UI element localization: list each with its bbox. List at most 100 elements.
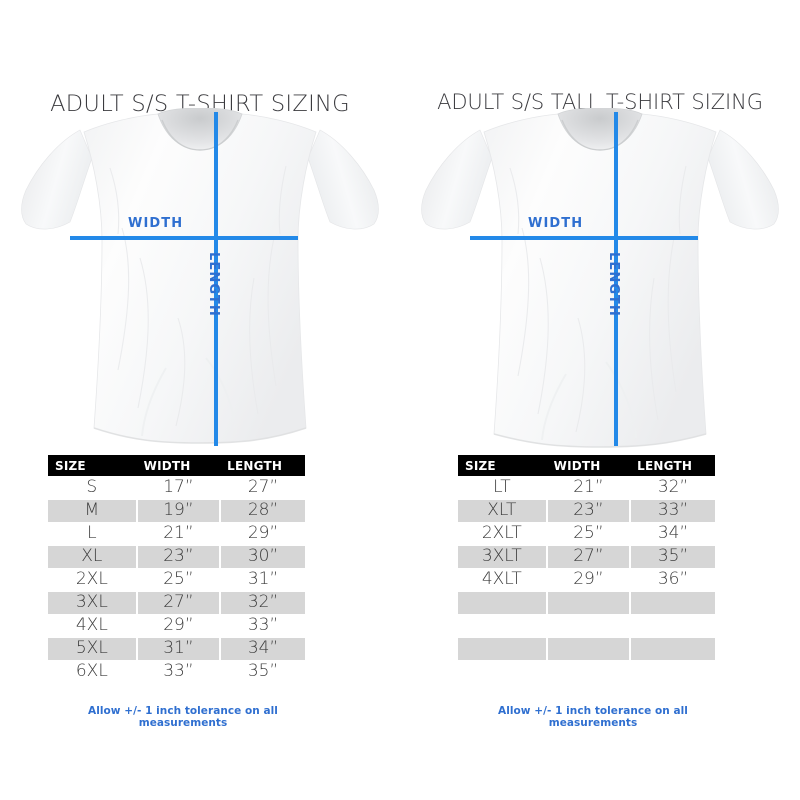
column-header-width: WIDTH <box>546 455 631 477</box>
cell-width: 17” <box>135 476 222 500</box>
table-row-empty <box>458 660 715 684</box>
cell-size: 3XL <box>48 591 138 615</box>
cell-size: 4XL <box>48 614 138 638</box>
cell-size: 3XLT <box>458 545 548 569</box>
cell-length: 35” <box>219 660 305 684</box>
width-label: WIDTH <box>128 216 184 231</box>
cell-size: M <box>48 499 138 523</box>
cell-length: 36” <box>629 568 715 592</box>
table-row: LT 21” 32” <box>458 476 715 500</box>
tshirt-illustration <box>21 108 379 444</box>
cell-width: 29” <box>135 614 222 638</box>
cell-width: 27” <box>545 545 632 569</box>
cell-width <box>545 591 632 615</box>
cell-length: 28” <box>219 499 305 523</box>
table-header-row: SIZE WIDTH LENGTH <box>48 455 305 477</box>
size-table-adult-ss-tall: SIZE WIDTH LENGTH LT 21” 32” XLT 23” 33”… <box>458 455 715 684</box>
table-row: 2XLT 25” 34” <box>458 522 715 546</box>
cell-length: 32” <box>629 476 715 500</box>
size-table-adult-ss: SIZE WIDTH LENGTH S 17” 27” M 19” 28” L <box>48 455 305 684</box>
column-header-size: SIZE <box>458 455 547 477</box>
cell-size: 2XLT <box>458 522 548 546</box>
table-row: XL 23” 30” <box>48 545 305 569</box>
cell-size <box>458 660 548 684</box>
cell-length: 35” <box>629 545 715 569</box>
width-measure-line <box>470 236 698 240</box>
cell-width: 25” <box>545 522 632 546</box>
cell-size <box>458 637 548 661</box>
cell-length: 27” <box>219 476 305 500</box>
cell-length: 32” <box>219 591 305 615</box>
table-row: 4XLT 29” 36” <box>458 568 715 592</box>
table-header-row: SIZE WIDTH LENGTH <box>458 455 715 477</box>
length-label: LENGTH <box>206 252 221 317</box>
cell-width: 31” <box>135 637 222 661</box>
cell-width: 33” <box>135 660 222 684</box>
cell-width <box>545 637 632 661</box>
table-row-empty <box>458 591 715 615</box>
cell-size: 5XL <box>48 637 138 661</box>
cell-length: 34” <box>219 637 305 661</box>
table-row: 5XL 31” 34” <box>48 637 305 661</box>
cell-length: 29” <box>219 522 305 546</box>
length-measure-line <box>614 112 618 446</box>
table-body: S 17” 27” M 19” 28” L 21” 29” XL 23” <box>48 476 305 684</box>
table-row: 6XL 33” 35” <box>48 660 305 684</box>
column-header-length: LENGTH <box>220 455 305 477</box>
cell-width: 29” <box>545 568 632 592</box>
table-row: XLT 23” 33” <box>458 499 715 523</box>
table-row: 3XLT 27” 35” <box>458 545 715 569</box>
cell-width: 27” <box>135 591 222 615</box>
table-row-empty <box>458 614 715 638</box>
tshirt-diagram-adult-ss-tall: WIDTH LENGTH <box>418 108 782 448</box>
tshirt-diagram-adult-ss: WIDTH LENGTH <box>18 108 382 448</box>
cell-length: 33” <box>629 499 715 523</box>
cell-length <box>629 660 715 684</box>
table-row: S 17” 27” <box>48 476 305 500</box>
length-measure-line <box>214 112 218 446</box>
width-measure-line <box>70 236 298 240</box>
tolerance-note-adult-ss: Allow +/- 1 inch tolerance on all measur… <box>88 705 278 729</box>
cell-length: 33” <box>219 614 305 638</box>
cell-size: LT <box>458 476 548 500</box>
panel-adult-ss-tall: ADULT S/S TALL T-SHIRT SIZING <box>400 0 800 800</box>
cell-size: 2XL <box>48 568 138 592</box>
cell-length <box>629 637 715 661</box>
cell-length <box>629 591 715 615</box>
panel-adult-ss: ADULT S/S T-SHIRT SIZING <box>18 91 382 729</box>
column-header-size: SIZE <box>48 455 137 477</box>
cell-size <box>458 591 548 615</box>
table-row: M 19” 28” <box>48 499 305 523</box>
cell-length <box>629 614 715 638</box>
cell-width: 23” <box>545 499 632 523</box>
tolerance-note-adult-ss-tall: Allow +/- 1 inch tolerance on all measur… <box>498 705 688 729</box>
cell-width <box>545 660 632 684</box>
table-body: LT 21” 32” XLT 23” 33” 2XLT 25” 34” 3XLT… <box>458 476 715 684</box>
column-header-length: LENGTH <box>630 455 715 477</box>
cell-width: 25” <box>135 568 222 592</box>
tshirt-illustration <box>421 108 779 448</box>
cell-size: L <box>48 522 138 546</box>
length-label: LENGTH <box>606 252 621 317</box>
cell-length: 34” <box>629 522 715 546</box>
cell-length: 31” <box>219 568 305 592</box>
cell-width: 21” <box>135 522 222 546</box>
cell-size: XLT <box>458 499 548 523</box>
cell-width: 19” <box>135 499 222 523</box>
table-row: L 21” 29” <box>48 522 305 546</box>
column-header-width: WIDTH <box>136 455 221 477</box>
width-label: WIDTH <box>528 216 584 231</box>
cell-size: XL <box>48 545 138 569</box>
cell-size: 4XLT <box>458 568 548 592</box>
table-row: 4XL 29” 33” <box>48 614 305 638</box>
cell-length: 30” <box>219 545 305 569</box>
table-row-empty <box>458 637 715 661</box>
cell-width <box>545 614 632 638</box>
cell-width: 21” <box>545 476 632 500</box>
cell-width: 23” <box>135 545 222 569</box>
cell-size: S <box>48 476 138 500</box>
cell-size <box>458 614 548 638</box>
table-row: 3XL 27” 32” <box>48 591 305 615</box>
table-row: 2XL 25” 31” <box>48 568 305 592</box>
